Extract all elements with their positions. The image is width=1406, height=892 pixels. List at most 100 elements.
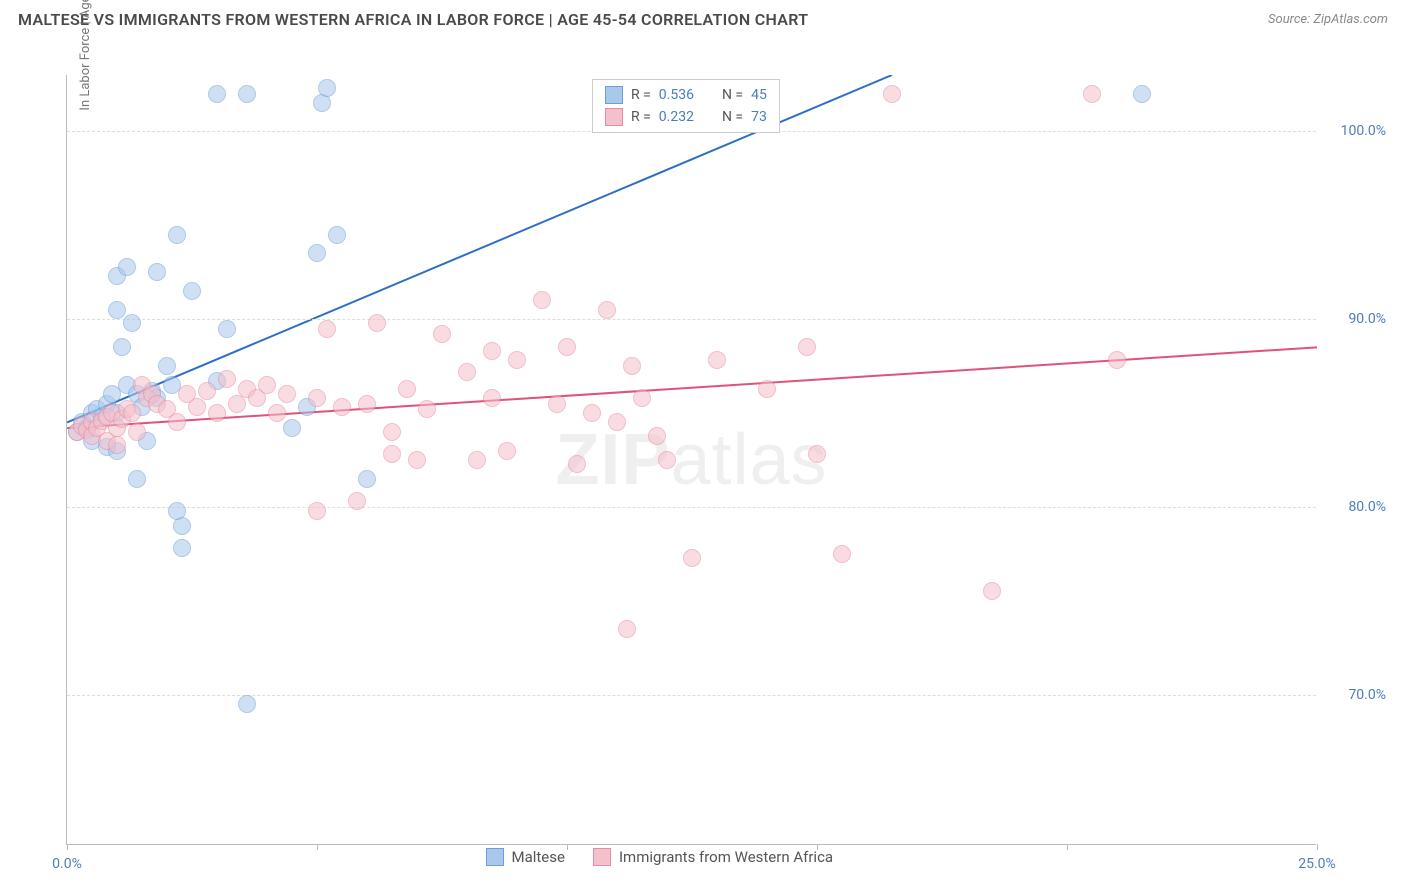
y-tick-label: 100.0% xyxy=(1326,123,1386,139)
data-point xyxy=(983,582,1001,600)
data-point xyxy=(333,398,351,416)
data-point xyxy=(318,320,336,338)
data-point xyxy=(188,398,206,416)
y-tick-label: 90.0% xyxy=(1326,311,1386,327)
data-point xyxy=(128,423,146,441)
data-point xyxy=(108,301,126,319)
data-point xyxy=(198,382,216,400)
data-point xyxy=(358,395,376,413)
correlation-legend-row: R =0.536N =45 xyxy=(593,84,779,106)
data-point xyxy=(683,549,701,567)
gridline xyxy=(67,319,1316,320)
data-point xyxy=(258,376,276,394)
data-point xyxy=(408,451,426,469)
n-label: N = xyxy=(722,87,743,103)
correlation-legend: R =0.536N =45R =0.232N =73 xyxy=(592,79,780,133)
data-point xyxy=(113,338,131,356)
data-point xyxy=(758,380,776,398)
data-point xyxy=(148,263,166,281)
data-point xyxy=(468,451,486,469)
data-point xyxy=(238,695,256,713)
data-point xyxy=(308,389,326,407)
data-point xyxy=(158,357,176,375)
data-point xyxy=(618,620,636,638)
legend-swatch xyxy=(486,848,504,866)
data-point xyxy=(458,363,476,381)
legend-bottom: MalteseImmigrants from Western Africa xyxy=(486,848,834,866)
data-point xyxy=(708,351,726,369)
data-point xyxy=(568,455,586,473)
data-point xyxy=(398,380,416,398)
data-point xyxy=(173,539,191,557)
data-point xyxy=(833,545,851,563)
data-point xyxy=(608,413,626,431)
legend-swatch xyxy=(605,108,623,126)
source-label: Source: ZipAtlas.com xyxy=(1268,12,1388,27)
x-tick-mark xyxy=(1067,844,1068,850)
data-point xyxy=(358,470,376,488)
y-tick-label: 70.0% xyxy=(1326,687,1386,703)
data-point xyxy=(1108,351,1126,369)
x-tick-mark xyxy=(317,844,318,850)
data-point xyxy=(208,404,226,422)
data-point xyxy=(168,413,186,431)
legend-label: Immigrants from Western Africa xyxy=(619,848,833,866)
x-tick-mark xyxy=(67,844,68,850)
data-point xyxy=(228,395,246,413)
watermark: ZIPatlas xyxy=(555,419,827,501)
r-label: R = xyxy=(631,87,651,103)
data-point xyxy=(308,244,326,262)
plot-region: ZIPatlas 70.0%80.0%90.0%100.0%0.0%25.0%R… xyxy=(66,75,1316,845)
n-value: 73 xyxy=(751,109,767,125)
data-point xyxy=(1083,85,1101,103)
data-point xyxy=(123,314,141,332)
data-point xyxy=(558,338,576,356)
data-point xyxy=(238,85,256,103)
data-point xyxy=(168,226,186,244)
r-value: 0.232 xyxy=(659,109,694,125)
data-point xyxy=(183,282,201,300)
chart-title: MALTESE VS IMMIGRANTS FROM WESTERN AFRIC… xyxy=(18,10,808,29)
data-point xyxy=(218,320,236,338)
legend-swatch xyxy=(605,86,623,104)
data-point xyxy=(498,442,516,460)
trend-lines xyxy=(67,75,1317,845)
x-tick-label: 0.0% xyxy=(52,856,82,872)
data-point xyxy=(433,325,451,343)
data-point xyxy=(883,85,901,103)
data-point xyxy=(108,436,126,454)
r-value: 0.536 xyxy=(659,87,694,103)
legend-item: Immigrants from Western Africa xyxy=(593,848,833,866)
n-label: N = xyxy=(722,109,743,125)
data-point xyxy=(418,400,436,418)
data-point xyxy=(308,502,326,520)
data-point xyxy=(483,342,501,360)
data-point xyxy=(218,370,236,388)
y-tick-label: 80.0% xyxy=(1326,499,1386,515)
data-point xyxy=(348,492,366,510)
gridline xyxy=(67,507,1316,508)
x-tick-label: 25.0% xyxy=(1298,856,1336,872)
data-point xyxy=(508,351,526,369)
correlation-legend-row: R = 0.232 N = 73 xyxy=(593,106,779,128)
data-point xyxy=(328,226,346,244)
data-point xyxy=(633,389,651,407)
data-point xyxy=(383,423,401,441)
data-point xyxy=(268,404,286,422)
data-point xyxy=(318,79,336,97)
data-point xyxy=(548,395,566,413)
data-point xyxy=(533,291,551,309)
data-point xyxy=(208,85,226,103)
data-point xyxy=(278,385,296,403)
data-point xyxy=(383,445,401,463)
data-point xyxy=(118,258,136,276)
data-point xyxy=(283,419,301,437)
x-tick-mark xyxy=(1317,844,1318,850)
r-label: R = xyxy=(631,109,651,125)
data-point xyxy=(168,502,186,520)
data-point xyxy=(1133,85,1151,103)
data-point xyxy=(598,301,616,319)
gridline xyxy=(67,695,1316,696)
data-point xyxy=(128,470,146,488)
data-point xyxy=(123,404,141,422)
